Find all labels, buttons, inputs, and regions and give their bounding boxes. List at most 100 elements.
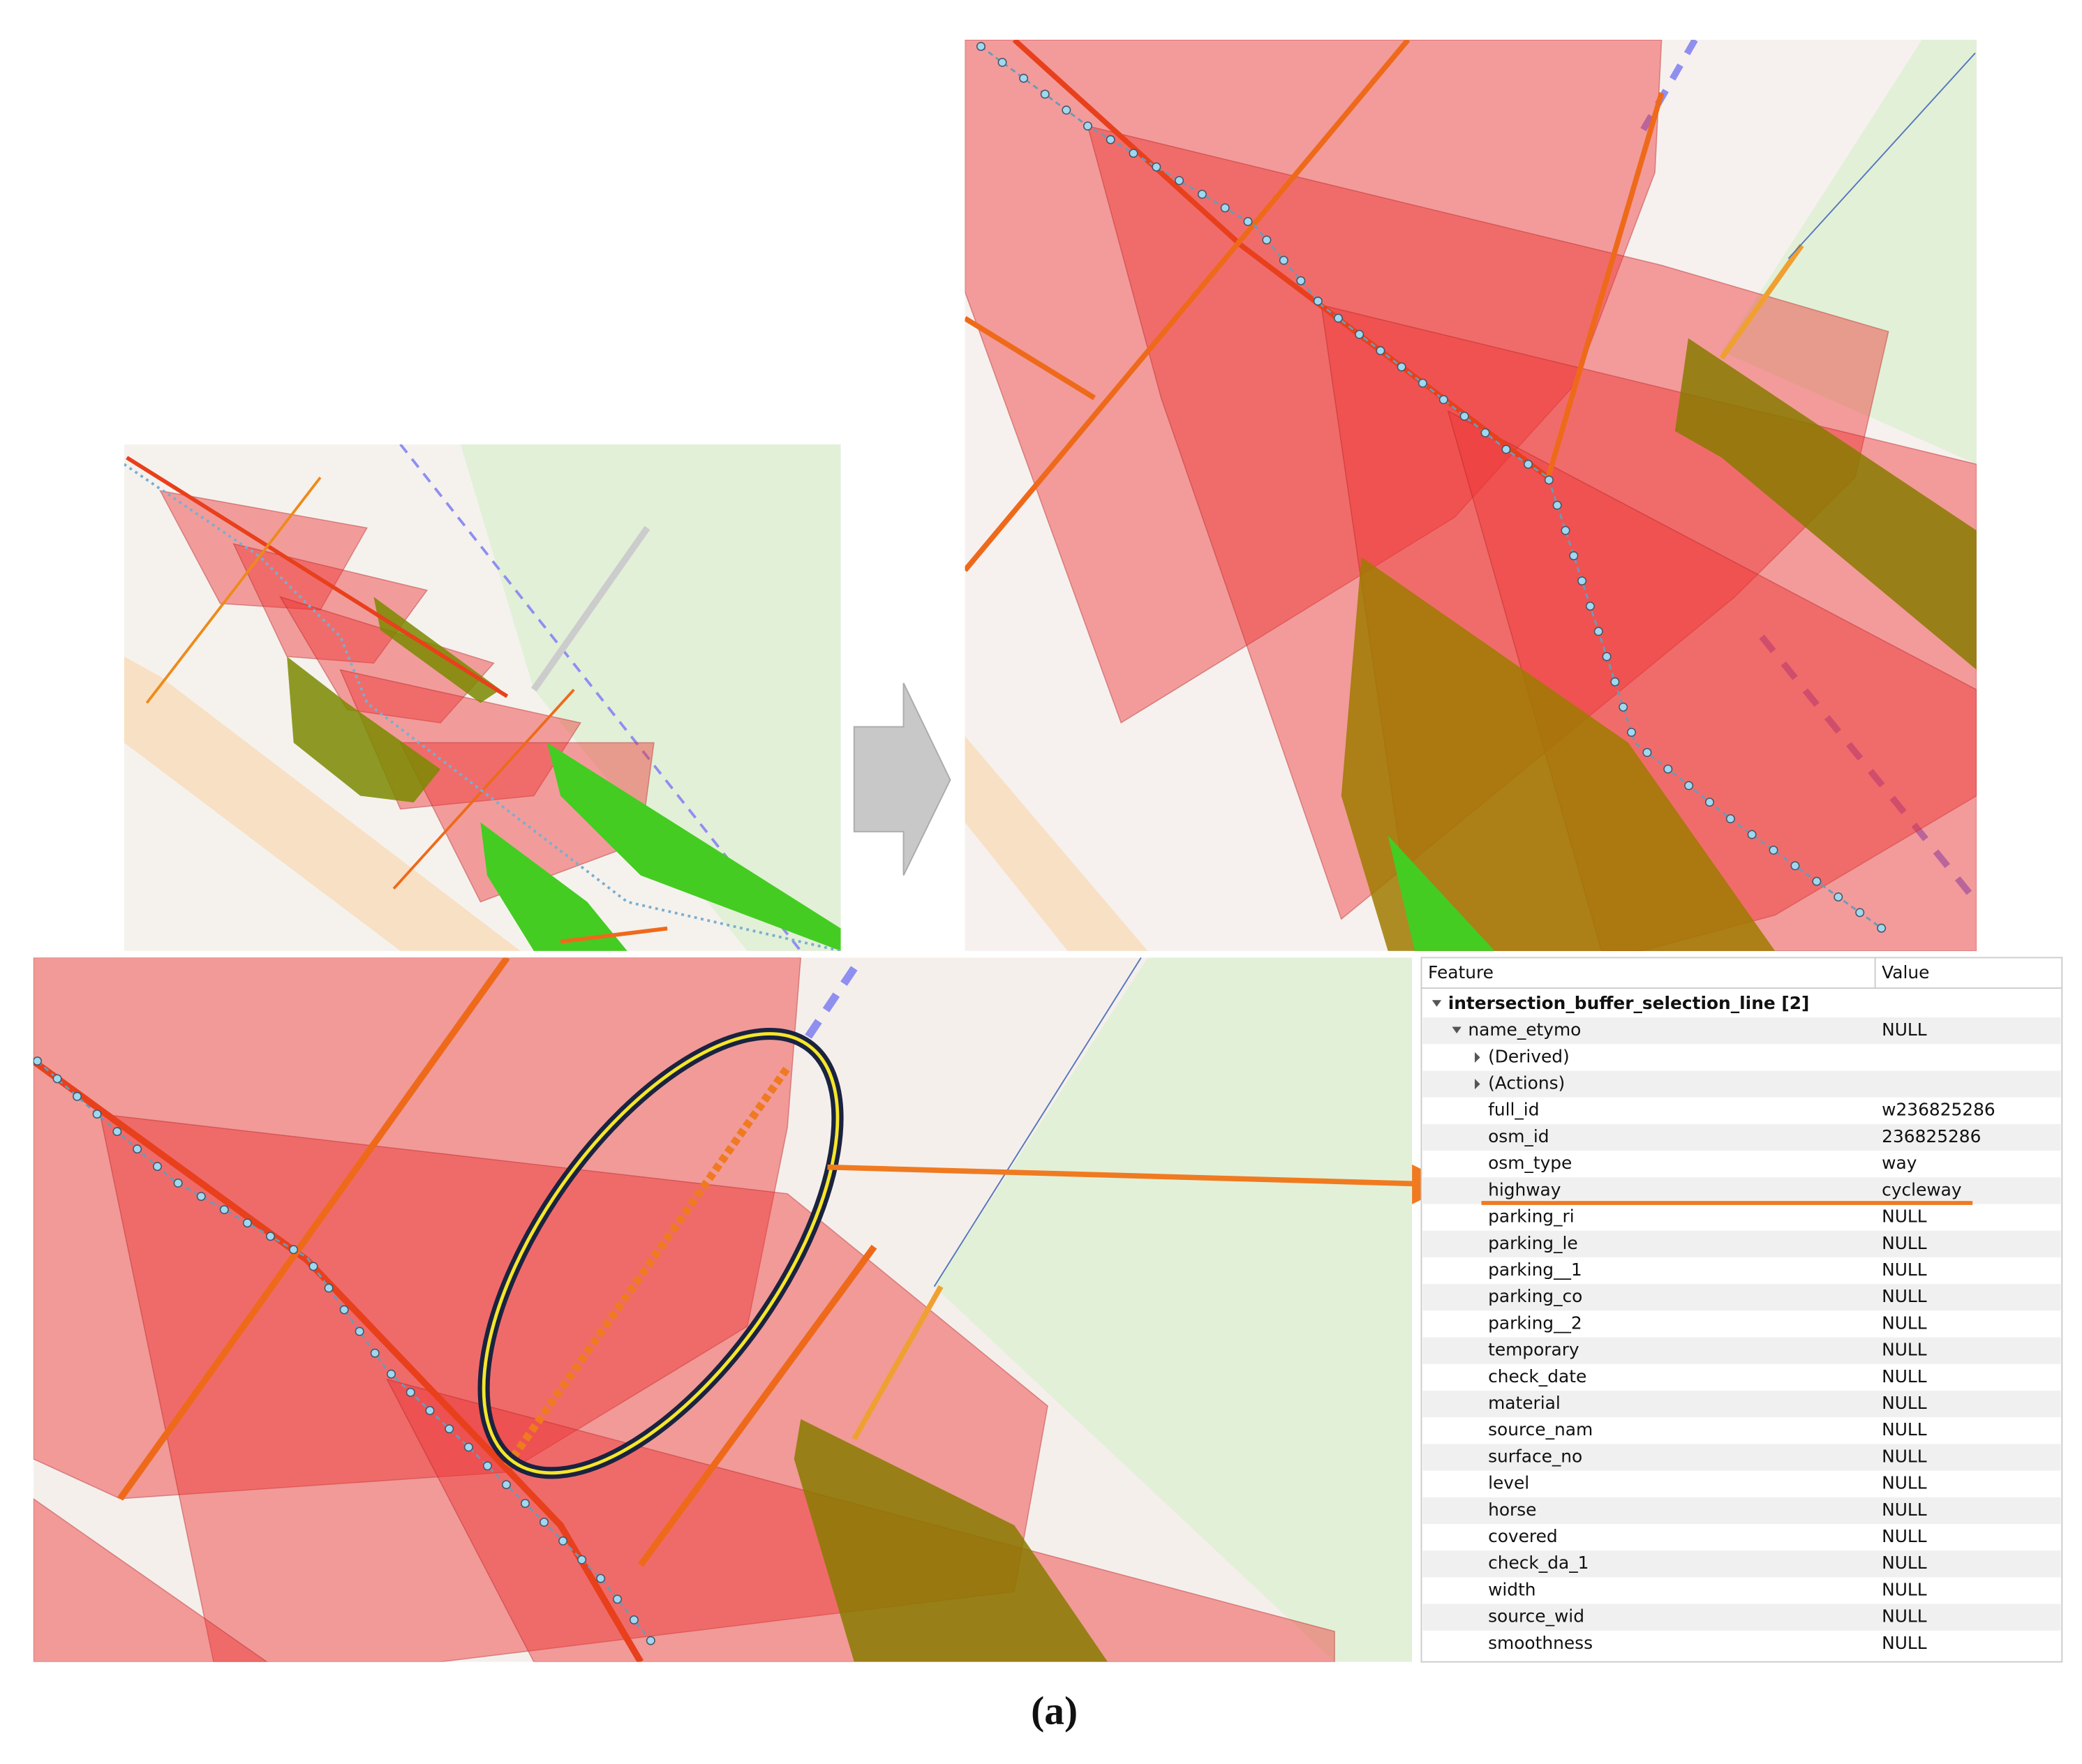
- vertex: [1747, 830, 1757, 839]
- column-header: Value: [1882, 962, 1929, 982]
- feature-value: NULL: [1882, 1553, 1927, 1573]
- feature-name: covered: [1488, 1526, 1558, 1546]
- vertex: [152, 1162, 162, 1172]
- vertex: [1418, 378, 1427, 388]
- vertex: [463, 1442, 473, 1452]
- vertex: [1019, 73, 1029, 83]
- vertex: [445, 1424, 454, 1434]
- vertex: [1619, 702, 1628, 712]
- feature-value: way: [1882, 1153, 1917, 1173]
- vertex: [1243, 217, 1253, 226]
- vertex: [646, 1636, 655, 1645]
- feature-name: smoothness: [1488, 1633, 1593, 1653]
- vertex: [1769, 845, 1778, 855]
- attribute-table: Feature Value intersection_buffer_select…: [1420, 957, 2063, 1663]
- vertex: [1313, 297, 1323, 306]
- feature-name: intersection_buffer_selection_line [2]: [1448, 993, 1810, 1013]
- vertex: [133, 1144, 142, 1154]
- vertex: [324, 1283, 334, 1293]
- map-overview: [124, 444, 841, 951]
- vertex: [33, 1056, 43, 1066]
- column-header: Feature: [1428, 962, 1494, 982]
- row-background: [1422, 1230, 2061, 1257]
- feature-value: NULL: [1882, 1286, 1927, 1306]
- vertex: [501, 1480, 511, 1490]
- feature-name: parking_co: [1488, 1286, 1582, 1306]
- feature-name: check_date: [1488, 1366, 1586, 1386]
- row-background: [1422, 1284, 2061, 1311]
- feature-value: NULL: [1882, 1500, 1927, 1520]
- feature-name: parking__1: [1488, 1260, 1582, 1280]
- vertex: [1062, 105, 1071, 115]
- vertex: [1106, 135, 1115, 144]
- feature-name: width: [1488, 1580, 1536, 1600]
- vertex: [1438, 395, 1448, 405]
- vertex: [173, 1178, 183, 1188]
- feature-value: NULL: [1882, 1206, 1927, 1227]
- expander: [1474, 1078, 1480, 1090]
- vertex: [997, 57, 1007, 67]
- vertex: [219, 1205, 229, 1215]
- vertex: [596, 1574, 606, 1583]
- feature-name: osm_type: [1488, 1153, 1572, 1173]
- vertex: [1376, 346, 1385, 355]
- feature-value: NULL: [1882, 1606, 1927, 1627]
- feature-value: NULL: [1882, 1393, 1927, 1413]
- row-background: [1422, 1497, 2061, 1524]
- pointer-arrow: [827, 1164, 1439, 1188]
- vertex: [370, 1348, 380, 1358]
- vertex: [1333, 313, 1343, 323]
- vertex: [1577, 576, 1587, 585]
- vertex: [558, 1536, 568, 1546]
- map-zoom: [965, 40, 1977, 951]
- feature-name: parking_ri: [1488, 1206, 1575, 1227]
- vertex: [1296, 276, 1306, 285]
- vertex: [1725, 814, 1735, 823]
- vertex: [1663, 764, 1673, 774]
- feature-name: parking_le: [1488, 1233, 1578, 1253]
- vertex: [482, 1461, 492, 1471]
- feature-value: NULL: [1882, 1366, 1927, 1386]
- vertex: [339, 1305, 349, 1315]
- vertex: [308, 1262, 318, 1271]
- vertex: [1262, 235, 1272, 245]
- vertex: [1355, 329, 1365, 339]
- feature-value: NULL: [1882, 1446, 1927, 1466]
- vertex: [196, 1192, 206, 1201]
- vertex: [1552, 500, 1562, 510]
- feature-name: name_etymo: [1468, 1019, 1581, 1040]
- feature-name: surface_no: [1488, 1446, 1582, 1466]
- vertex: [1834, 892, 1843, 902]
- vertex: [1501, 444, 1511, 454]
- row-background: [1422, 1604, 2061, 1631]
- feature-name: horse: [1488, 1500, 1536, 1520]
- vertex: [1684, 781, 1694, 791]
- vertex: [1790, 861, 1800, 871]
- feature-value: NULL: [1882, 1419, 1927, 1440]
- row-background: [1422, 1550, 2061, 1578]
- feature-name: highway: [1488, 1179, 1561, 1199]
- caption: (a): [1031, 1689, 1078, 1733]
- vertex: [1544, 475, 1554, 485]
- vertex: [1083, 121, 1092, 131]
- feature-value: cycleway: [1882, 1179, 1961, 1199]
- expander: [1432, 1000, 1442, 1007]
- vertex: [1610, 677, 1620, 687]
- vertex: [1040, 89, 1050, 99]
- expander: [1474, 1052, 1480, 1063]
- row-background: [1422, 1337, 2061, 1364]
- feature-value: w236825286: [1882, 1100, 1995, 1120]
- vertex: [289, 1245, 299, 1255]
- vertex: [1397, 362, 1406, 372]
- vertex: [1279, 255, 1288, 265]
- vertex: [1593, 627, 1603, 636]
- vertex: [355, 1326, 364, 1336]
- vertex: [1855, 908, 1865, 918]
- vertex: [521, 1499, 530, 1509]
- feature-name: source_nam: [1488, 1419, 1593, 1440]
- row-background: [1422, 1123, 2061, 1151]
- vertex: [265, 1232, 275, 1241]
- vertex: [1524, 459, 1533, 469]
- vertex: [52, 1074, 62, 1084]
